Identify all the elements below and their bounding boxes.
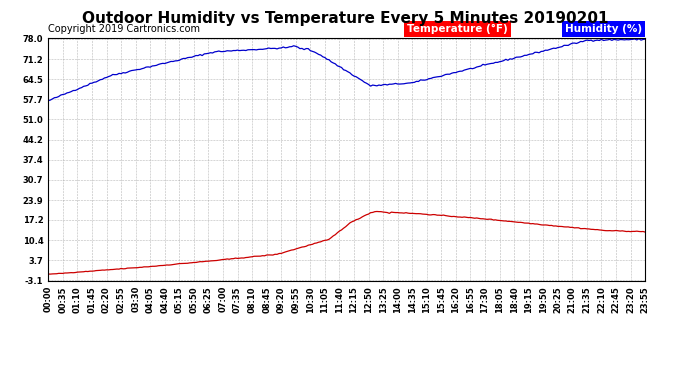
- Text: Outdoor Humidity vs Temperature Every 5 Minutes 20190201: Outdoor Humidity vs Temperature Every 5 …: [81, 11, 609, 26]
- Text: Copyright 2019 Cartronics.com: Copyright 2019 Cartronics.com: [48, 24, 200, 34]
- Text: Humidity (%): Humidity (%): [565, 24, 642, 34]
- Text: Temperature (°F): Temperature (°F): [407, 24, 508, 34]
